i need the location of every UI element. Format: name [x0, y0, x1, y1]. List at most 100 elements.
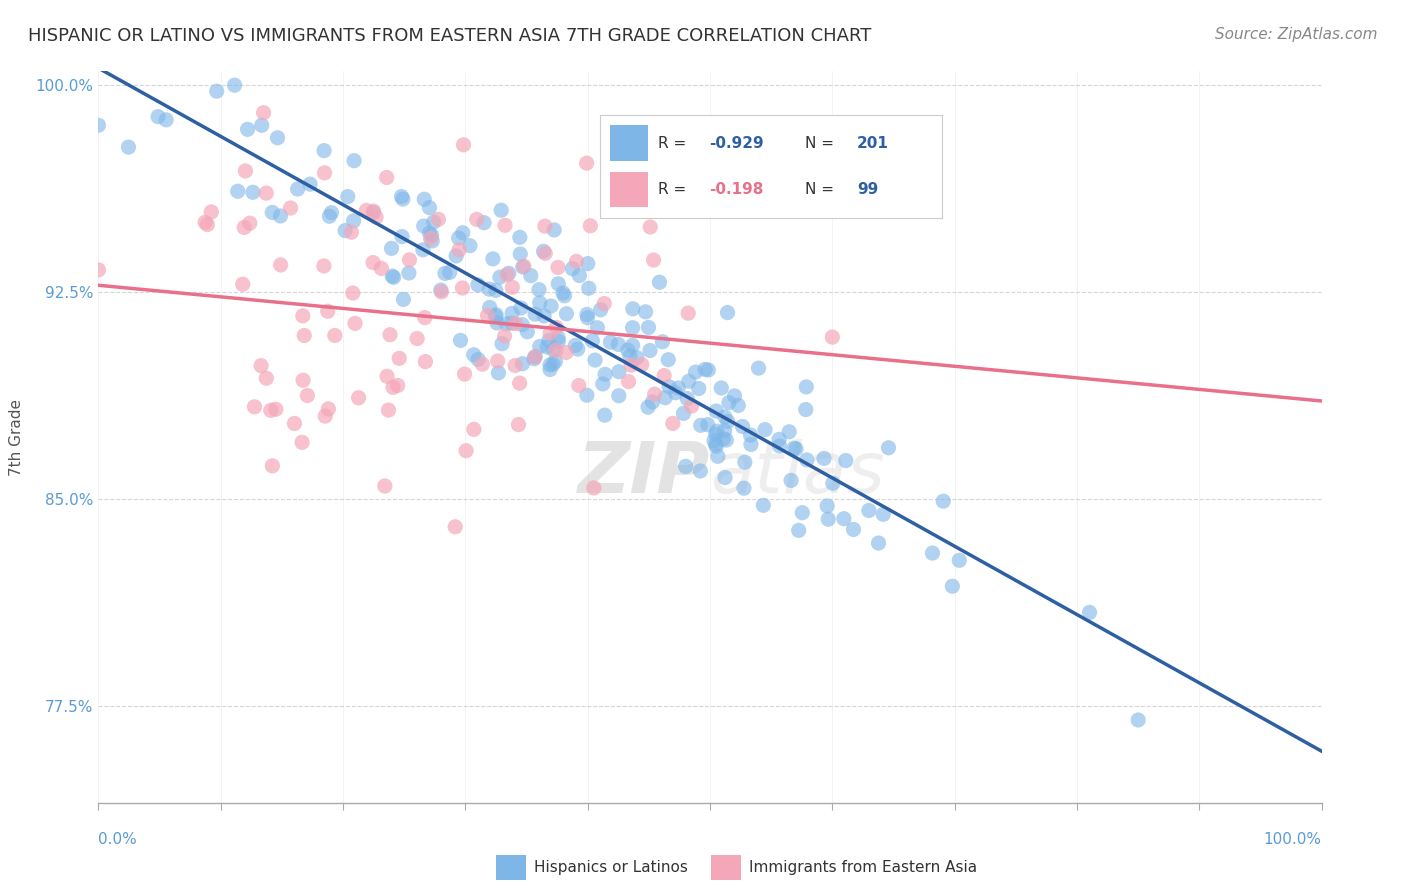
Point: [262, 205, 284, 219]
Point: [583, 353, 606, 368]
Point: [707, 450, 730, 464]
Point: [377, 403, 399, 417]
Point: [593, 408, 616, 422]
Point: [472, 216, 495, 230]
Point: [433, 266, 456, 280]
Point: [449, 243, 471, 257]
Point: [780, 474, 803, 488]
Point: [382, 380, 405, 394]
Point: [430, 285, 453, 299]
Point: [420, 228, 443, 243]
Point: [657, 352, 679, 367]
Point: [291, 435, 314, 450]
Point: [621, 338, 644, 352]
Point: [375, 369, 398, 384]
Point: [510, 301, 533, 315]
Point: [547, 260, 569, 275]
Point: [375, 170, 398, 185]
Point: [651, 334, 673, 349]
Point: [444, 520, 467, 534]
Point: [607, 337, 630, 351]
Point: [454, 443, 477, 458]
Point: [478, 301, 501, 315]
Point: [458, 238, 481, 252]
Point: [579, 219, 602, 233]
Point: [599, 335, 621, 350]
Point: [269, 209, 291, 223]
Point: [576, 310, 599, 325]
Point: [666, 381, 689, 395]
Point: [451, 226, 474, 240]
Point: [254, 186, 277, 200]
Point: [533, 244, 555, 259]
Point: [681, 399, 703, 413]
Point: [239, 216, 262, 230]
Point: [501, 280, 523, 294]
Point: [593, 368, 616, 382]
Point: [672, 406, 695, 420]
Point: [523, 351, 546, 366]
Point: [695, 362, 717, 376]
Point: [716, 305, 738, 319]
Point: [336, 189, 359, 203]
Point: [626, 351, 648, 365]
Point: [312, 259, 335, 273]
Point: [489, 203, 512, 218]
Point: [710, 381, 733, 395]
Point: [233, 220, 256, 235]
Point: [676, 306, 699, 320]
Point: [398, 252, 420, 267]
Point: [778, 425, 800, 439]
Point: [439, 265, 461, 279]
Point: [547, 334, 569, 349]
Point: [343, 214, 366, 228]
Point: [921, 546, 943, 560]
Point: [792, 506, 814, 520]
Point: [418, 226, 440, 240]
Point: [621, 301, 644, 316]
Point: [496, 268, 519, 282]
Point: [453, 367, 475, 381]
Point: [555, 307, 578, 321]
Point: [374, 479, 396, 493]
Point: [638, 343, 661, 358]
Point: [347, 391, 370, 405]
Point: [714, 409, 737, 424]
Point: [740, 437, 762, 451]
Point: [832, 512, 855, 526]
Point: [740, 428, 762, 442]
Point: [589, 302, 612, 317]
Text: 0.0%: 0.0%: [98, 832, 138, 847]
Point: [406, 332, 429, 346]
Point: [941, 579, 963, 593]
Point: [575, 308, 598, 322]
Point: [575, 388, 598, 402]
Point: [467, 352, 489, 367]
Point: [568, 378, 591, 392]
Point: [224, 78, 246, 92]
Point: [524, 350, 547, 364]
Point: [232, 277, 254, 292]
Point: [561, 261, 583, 276]
Point: [444, 249, 467, 263]
Point: [235, 164, 257, 178]
Point: [689, 464, 711, 478]
Point: [505, 317, 527, 331]
Point: [546, 320, 568, 334]
Point: [529, 295, 551, 310]
Point: [361, 255, 384, 269]
Point: [586, 320, 609, 334]
Point: [537, 334, 560, 348]
Point: [524, 307, 547, 321]
Point: [637, 320, 659, 334]
Text: HISPANIC OR LATINO VS IMMIGRANTS FROM EASTERN ASIA 7TH GRADE CORRELATION CHART: HISPANIC OR LATINO VS IMMIGRANTS FROM EA…: [28, 27, 872, 45]
Point: [543, 343, 565, 357]
Point: [447, 231, 470, 245]
Point: [614, 195, 637, 210]
Point: [382, 270, 405, 285]
Point: [484, 310, 506, 324]
Point: [242, 186, 264, 200]
Point: [821, 476, 844, 491]
Point: [544, 354, 567, 368]
Point: [703, 434, 725, 448]
